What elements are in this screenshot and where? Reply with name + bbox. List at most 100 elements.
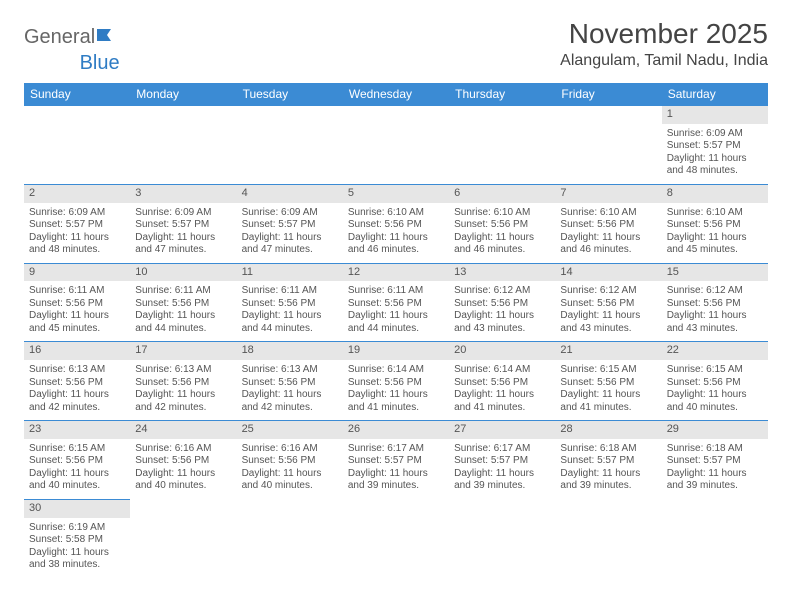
day-info-cell: Sunrise: 6:15 AMSunset: 5:56 PMDaylight:… (24, 439, 130, 499)
sunrise-line: Sunrise: 6:10 AM (454, 207, 550, 220)
sunset-line: Sunset: 5:56 PM (348, 377, 444, 390)
sunrise-line: Sunrise: 6:11 AM (135, 285, 231, 298)
day-info-cell: Sunrise: 6:13 AMSunset: 5:56 PMDaylight:… (24, 361, 130, 421)
sunrise-line: Sunrise: 6:12 AM (667, 285, 763, 298)
sunrise-line: Sunrise: 6:17 AM (454, 443, 550, 456)
logo: General (24, 26, 119, 49)
sunrise-line: Sunrise: 6:10 AM (667, 207, 763, 220)
day-info-cell (237, 124, 343, 184)
day-number-cell (449, 499, 555, 518)
day-number-cell: 14 (555, 263, 661, 282)
daynum-row: 30 (24, 499, 768, 518)
info-row: Sunrise: 6:11 AMSunset: 5:56 PMDaylight:… (24, 282, 768, 342)
sunrise-line: Sunrise: 6:15 AM (29, 443, 125, 456)
day-info-cell: Sunrise: 6:12 AMSunset: 5:56 PMDaylight:… (449, 282, 555, 342)
sunset-line: Sunset: 5:56 PM (560, 219, 656, 232)
daylight-line: Daylight: 11 hours and 42 minutes. (29, 389, 125, 414)
sunrise-line: Sunrise: 6:13 AM (242, 364, 338, 377)
sunrise-line: Sunrise: 6:16 AM (242, 443, 338, 456)
day-info: Sunrise: 6:16 AMSunset: 5:56 PMDaylight:… (242, 443, 338, 493)
sunrise-line: Sunrise: 6:11 AM (348, 285, 444, 298)
day-info-cell: Sunrise: 6:11 AMSunset: 5:56 PMDaylight:… (130, 282, 236, 342)
daylight-line: Daylight: 11 hours and 45 minutes. (667, 232, 763, 257)
day-info: Sunrise: 6:13 AMSunset: 5:56 PMDaylight:… (242, 364, 338, 414)
sunset-line: Sunset: 5:57 PM (560, 455, 656, 468)
daynum-row: 16171819202122 (24, 342, 768, 361)
day-info-cell: Sunrise: 6:13 AMSunset: 5:56 PMDaylight:… (130, 361, 236, 421)
day-number-cell: 26 (343, 421, 449, 440)
daylight-line: Daylight: 11 hours and 48 minutes. (29, 232, 125, 257)
day-info: Sunrise: 6:12 AMSunset: 5:56 PMDaylight:… (454, 285, 550, 335)
day-info-cell: Sunrise: 6:14 AMSunset: 5:56 PMDaylight:… (449, 361, 555, 421)
sunset-line: Sunset: 5:56 PM (667, 219, 763, 232)
sunrise-line: Sunrise: 6:10 AM (348, 207, 444, 220)
day-info-cell (24, 124, 130, 184)
daylight-line: Daylight: 11 hours and 46 minutes. (560, 232, 656, 257)
sunrise-line: Sunrise: 6:14 AM (454, 364, 550, 377)
day-number-cell: 17 (130, 342, 236, 361)
sunrise-line: Sunrise: 6:13 AM (135, 364, 231, 377)
daylight-line: Daylight: 11 hours and 44 minutes. (348, 310, 444, 335)
daylight-line: Daylight: 11 hours and 40 minutes. (135, 468, 231, 493)
sunset-line: Sunset: 5:57 PM (348, 455, 444, 468)
daylight-line: Daylight: 11 hours and 46 minutes. (454, 232, 550, 257)
day-info-cell: Sunrise: 6:12 AMSunset: 5:56 PMDaylight:… (555, 282, 661, 342)
weekday-header: Sunday (24, 83, 130, 106)
sunset-line: Sunset: 5:56 PM (29, 377, 125, 390)
day-info-cell: Sunrise: 6:10 AMSunset: 5:56 PMDaylight:… (449, 203, 555, 263)
sunset-line: Sunset: 5:56 PM (667, 377, 763, 390)
daylight-line: Daylight: 11 hours and 43 minutes. (560, 310, 656, 335)
day-info: Sunrise: 6:14 AMSunset: 5:56 PMDaylight:… (348, 364, 444, 414)
daylight-line: Daylight: 11 hours and 44 minutes. (242, 310, 338, 335)
day-number-cell (555, 106, 661, 125)
day-info-cell: Sunrise: 6:18 AMSunset: 5:57 PMDaylight:… (662, 439, 768, 499)
day-info: Sunrise: 6:10 AMSunset: 5:56 PMDaylight:… (667, 207, 763, 257)
daylight-line: Daylight: 11 hours and 42 minutes. (242, 389, 338, 414)
sunset-line: Sunset: 5:56 PM (242, 455, 338, 468)
sunrise-line: Sunrise: 6:11 AM (29, 285, 125, 298)
day-info: Sunrise: 6:18 AMSunset: 5:57 PMDaylight:… (667, 443, 763, 493)
day-number-cell: 1 (662, 106, 768, 125)
day-info: Sunrise: 6:11 AMSunset: 5:56 PMDaylight:… (348, 285, 444, 335)
day-number-cell (555, 499, 661, 518)
sunrise-line: Sunrise: 6:17 AM (348, 443, 444, 456)
day-info: Sunrise: 6:12 AMSunset: 5:56 PMDaylight:… (667, 285, 763, 335)
day-info: Sunrise: 6:14 AMSunset: 5:56 PMDaylight:… (454, 364, 550, 414)
day-number-cell: 15 (662, 263, 768, 282)
day-number-cell (130, 106, 236, 125)
day-number-cell (237, 106, 343, 125)
month-title: November 2025 (560, 18, 768, 50)
day-number-cell (130, 499, 236, 518)
day-info: Sunrise: 6:15 AMSunset: 5:56 PMDaylight:… (29, 443, 125, 493)
calendar-body: 1 Sunrise: 6:09 AMSunset: 5:57 PMDaylight… (24, 106, 768, 578)
sunset-line: Sunset: 5:56 PM (454, 219, 550, 232)
weekday-header-row: Sunday Monday Tuesday Wednesday Thursday… (24, 83, 768, 106)
day-number-cell: 18 (237, 342, 343, 361)
day-number-cell: 23 (24, 421, 130, 440)
sunrise-line: Sunrise: 6:13 AM (29, 364, 125, 377)
daylight-line: Daylight: 11 hours and 47 minutes. (135, 232, 231, 257)
day-info: Sunrise: 6:09 AMSunset: 5:57 PMDaylight:… (135, 207, 231, 257)
day-number-cell: 19 (343, 342, 449, 361)
daylight-line: Daylight: 11 hours and 39 minutes. (348, 468, 444, 493)
day-info-cell: Sunrise: 6:17 AMSunset: 5:57 PMDaylight:… (343, 439, 449, 499)
day-info-cell: Sunrise: 6:10 AMSunset: 5:56 PMDaylight:… (343, 203, 449, 263)
flag-icon (97, 26, 119, 49)
sunset-line: Sunset: 5:57 PM (135, 219, 231, 232)
sunrise-line: Sunrise: 6:14 AM (348, 364, 444, 377)
weekday-header: Thursday (449, 83, 555, 106)
day-number-cell: 10 (130, 263, 236, 282)
daylight-line: Daylight: 11 hours and 40 minutes. (242, 468, 338, 493)
daylight-line: Daylight: 11 hours and 39 minutes. (454, 468, 550, 493)
day-info-cell: Sunrise: 6:09 AMSunset: 5:57 PMDaylight:… (24, 203, 130, 263)
day-number-cell: 8 (662, 184, 768, 203)
sunset-line: Sunset: 5:56 PM (560, 298, 656, 311)
sunset-line: Sunset: 5:56 PM (29, 298, 125, 311)
day-number-cell: 12 (343, 263, 449, 282)
sunrise-line: Sunrise: 6:18 AM (560, 443, 656, 456)
day-info-cell: Sunrise: 6:17 AMSunset: 5:57 PMDaylight:… (449, 439, 555, 499)
day-number-cell: 28 (555, 421, 661, 440)
day-number-cell: 5 (343, 184, 449, 203)
day-number-cell: 13 (449, 263, 555, 282)
day-number-cell (343, 499, 449, 518)
